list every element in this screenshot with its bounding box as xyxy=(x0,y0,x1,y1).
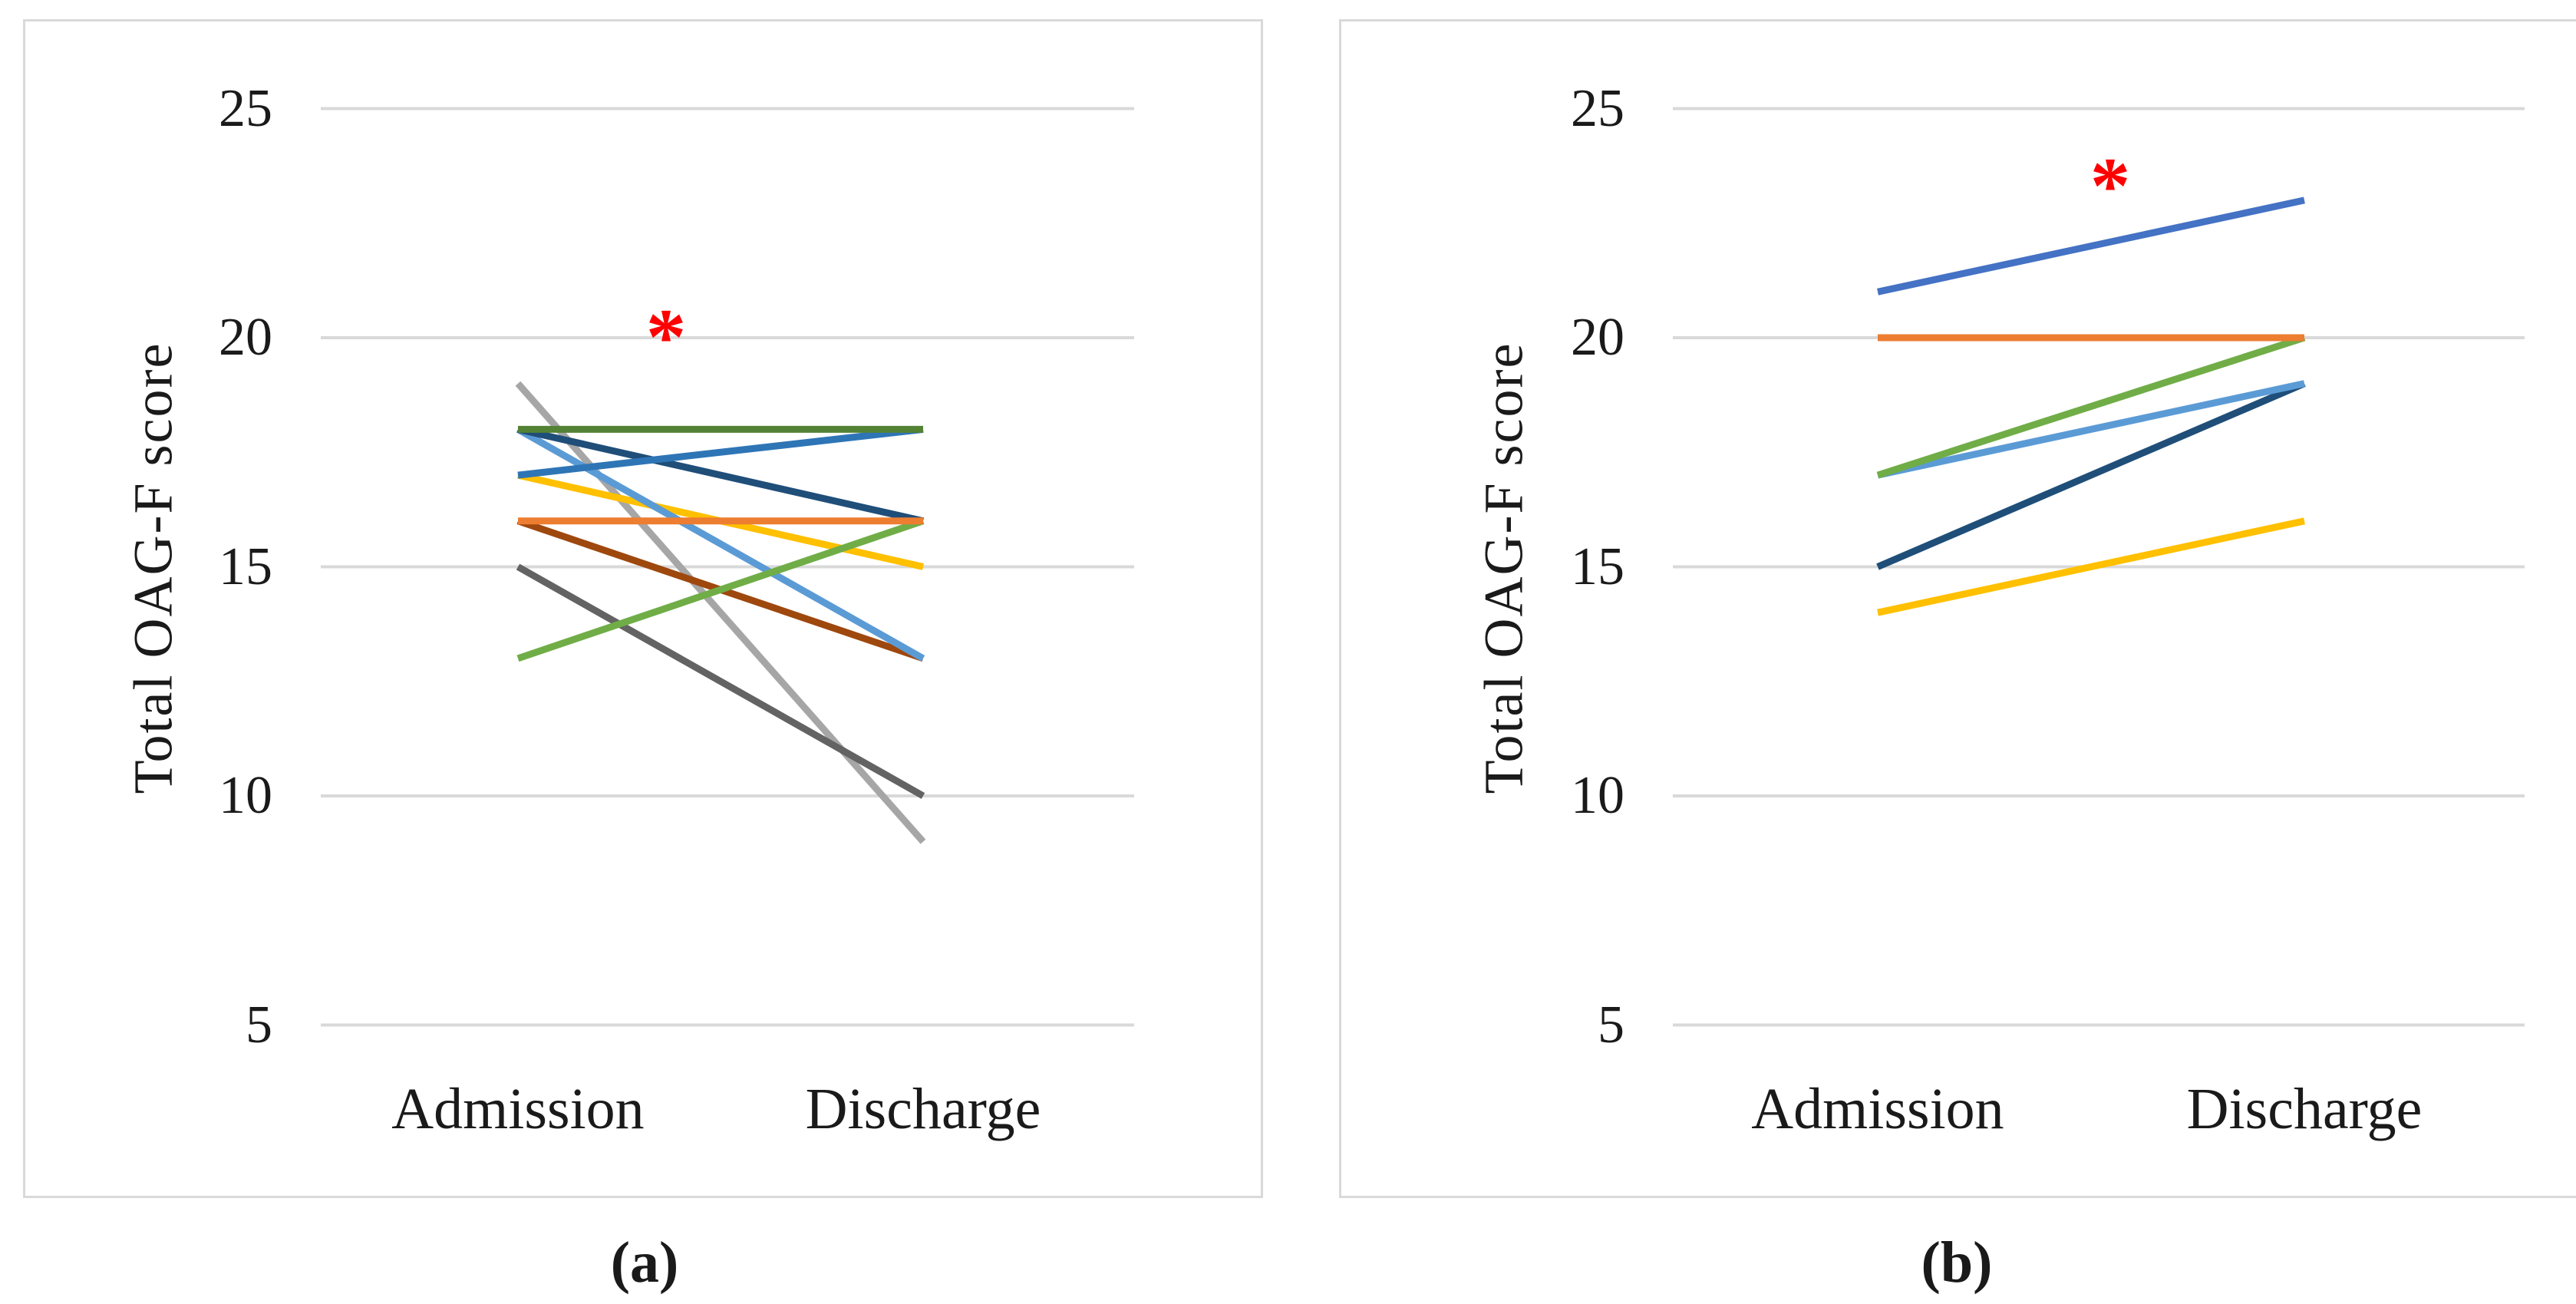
data-line-patient-4 xyxy=(1876,334,2306,479)
y-tick-label: 20 xyxy=(1571,308,1624,367)
panel-caption-a: (a) xyxy=(610,1230,679,1295)
panel-caption-b: (b) xyxy=(1921,1230,1993,1295)
data-line-patient-8 xyxy=(516,517,925,662)
x-category-label: Admission xyxy=(391,1076,645,1141)
data-line-patient-2 xyxy=(1876,380,2306,570)
panel-b-frame xyxy=(1339,19,2576,1198)
y-tick-label: 10 xyxy=(1571,766,1624,825)
significance-asterisk: * xyxy=(645,292,687,382)
data-line-patient-3 xyxy=(1877,380,2305,479)
y-tick-label: 20 xyxy=(219,308,272,367)
x-category-label: Admission xyxy=(1751,1076,2004,1141)
significance-asterisk: * xyxy=(2089,140,2131,231)
y-tick-label: 25 xyxy=(1571,78,1624,138)
data-line-patient-6 xyxy=(1877,196,2305,295)
data-line-patient-1 xyxy=(1877,517,2305,616)
y-tick-label: 10 xyxy=(219,766,272,825)
y-tick-label: 25 xyxy=(219,78,272,138)
x-category-label: Discharge xyxy=(805,1076,1041,1141)
data-line-patient-2 xyxy=(516,563,925,799)
data-line-patient-6 xyxy=(517,426,924,525)
y-tick-label: 5 xyxy=(246,995,272,1055)
y-tick-label: 15 xyxy=(219,536,272,596)
data-line-patient-1 xyxy=(515,381,926,844)
data-line-patient-7 xyxy=(517,425,924,479)
panel-a-frame xyxy=(23,19,1263,1198)
y-tick-label: 15 xyxy=(1571,536,1624,596)
x-category-label: Discharge xyxy=(2186,1076,2423,1141)
y-tick-label: 5 xyxy=(1598,995,1624,1055)
